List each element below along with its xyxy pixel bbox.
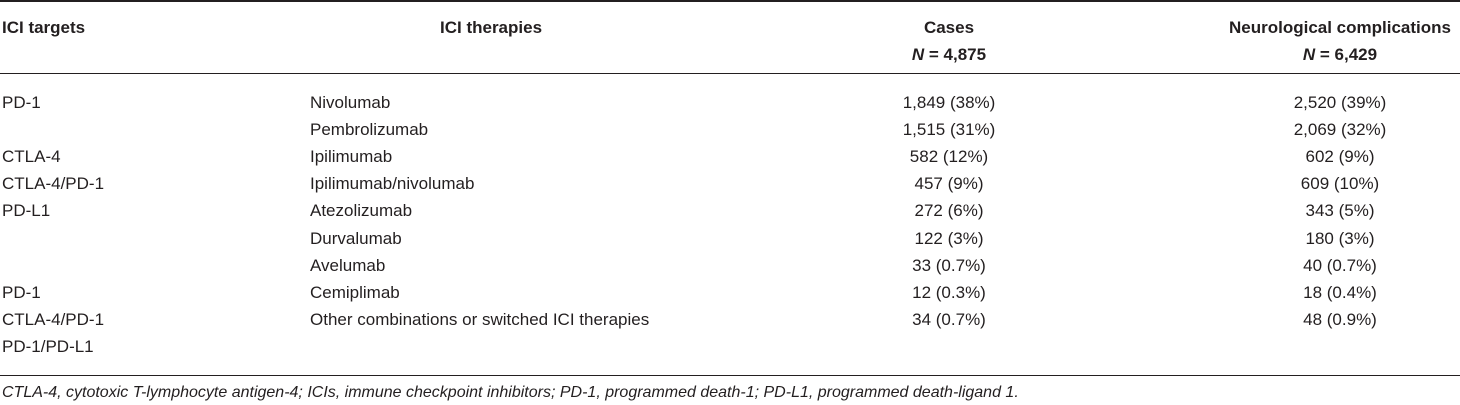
header-neuro-label: Neurological complications <box>1229 18 1451 37</box>
cases-cell: 34 (0.7%) <box>912 310 986 329</box>
neuro-cell: 343 (5%) <box>1305 201 1375 220</box>
header-neuro-n-label: N <box>1302 45 1316 64</box>
cases-cell: 33 (0.7%) <box>912 256 986 275</box>
therapy-cell: Avelumab <box>310 256 386 275</box>
target-cell: PD-L1 <box>2 201 51 220</box>
target-cell: CTLA-4/PD-1 <box>2 310 105 329</box>
therapy-cell: Ipilimumab <box>310 147 393 166</box>
cases-cell: 272 (6%) <box>914 201 984 220</box>
neuro-cell: 2,520 (39%) <box>1293 93 1387 112</box>
table-footnote: CTLA-4, cytotoxic T-lymphocyte antigen-4… <box>2 384 1019 401</box>
target-cell: PD-1 <box>2 93 41 112</box>
cases-cell: 12 (0.3%) <box>912 283 986 302</box>
neuro-cell: 18 (0.4%) <box>1303 283 1377 302</box>
therapy-cell: Cemiplimab <box>310 283 400 302</box>
target-cell: PD-1/PD-L1 <box>2 337 94 356</box>
header-cases-n-value: = 4,875 <box>924 45 987 64</box>
neuro-cell: 2,069 (32%) <box>1293 120 1387 139</box>
header-cases-n-label: N <box>911 45 925 64</box>
therapy-cell: Ipilimumab/nivolumab <box>310 174 475 193</box>
neuro-cell: 602 (9%) <box>1305 147 1375 166</box>
cases-cell: 582 (12%) <box>909 147 989 166</box>
bottom-rule <box>0 375 1460 376</box>
target-cell: PD-1 <box>2 283 41 302</box>
neuro-cell: 48 (0.9%) <box>1303 310 1377 329</box>
therapy-cell: Atezolizumab <box>310 201 413 220</box>
header-neurological-complications: Neurological complications N = 6,429 <box>1190 14 1460 68</box>
target-cell: CTLA-4/PD-1 <box>2 174 105 193</box>
header-neuro-n-value: = 6,429 <box>1315 45 1378 64</box>
neuro-cell: 40 (0.7%) <box>1303 256 1377 275</box>
cases-cell: 457 (9%) <box>914 174 984 193</box>
header-rule <box>0 73 1460 74</box>
cases-cell: 1,849 (38%) <box>902 93 996 112</box>
top-rule <box>0 0 1460 2</box>
neuro-cell: 180 (3%) <box>1305 229 1375 248</box>
therapy-cell: Durvalumab <box>310 229 402 248</box>
therapy-cell: Pembrolizumab <box>310 120 429 139</box>
header-ici-therapies: ICI therapies <box>440 18 543 37</box>
header-cases: Cases N = 4,875 <box>849 14 1049 68</box>
target-cell: CTLA-4 <box>2 147 61 166</box>
therapy-cell: Other combinations or switched ICI thera… <box>310 310 650 329</box>
therapy-cell: Nivolumab <box>310 93 391 112</box>
neuro-cell: 609 (10%) <box>1300 174 1380 193</box>
header-cases-n: N = 4,875 <box>849 41 1049 68</box>
header-ici-targets: ICI targets <box>2 18 86 37</box>
cases-cell: 122 (3%) <box>914 229 984 248</box>
cases-cell: 1,515 (31%) <box>902 120 996 139</box>
header-neuro-n: N = 6,429 <box>1190 41 1460 68</box>
header-cases-label: Cases <box>923 18 975 37</box>
